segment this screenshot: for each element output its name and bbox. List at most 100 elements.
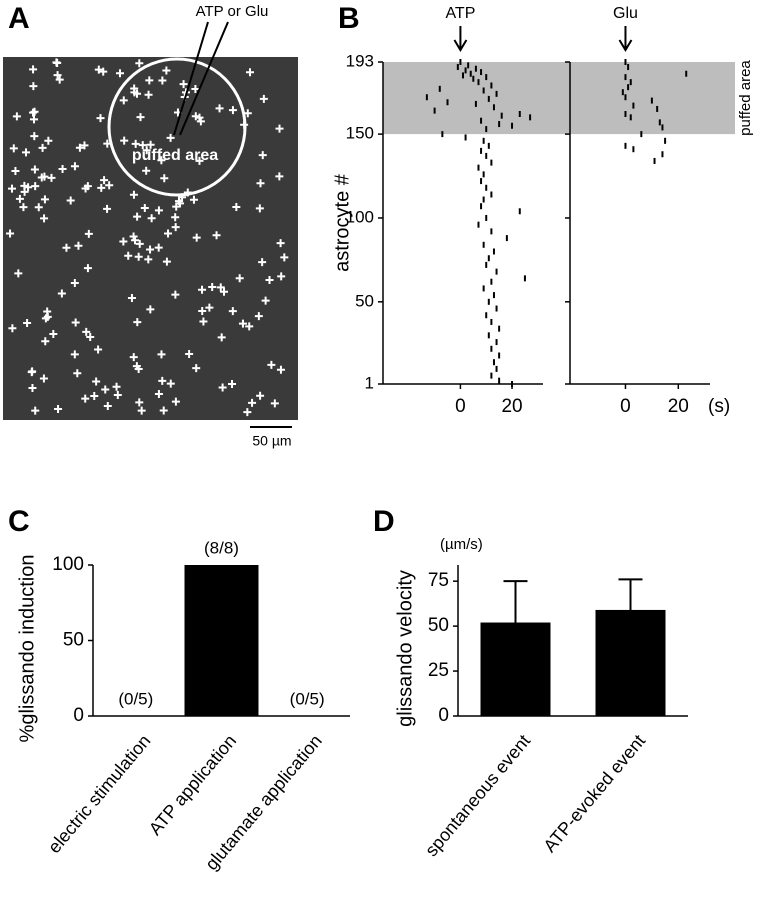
cross: [101, 385, 110, 394]
cross: [154, 389, 163, 398]
cross: [189, 195, 198, 204]
bar: [184, 565, 259, 716]
cross: [129, 190, 138, 199]
cross: [27, 368, 36, 377]
cross: [243, 408, 252, 417]
cross: [92, 377, 101, 386]
cross: [120, 136, 129, 145]
cross: [276, 239, 285, 248]
stimulus-arrow: [453, 26, 468, 52]
y-tick-label: 75: [428, 570, 449, 591]
cross: [133, 318, 142, 327]
cross: [195, 156, 204, 165]
cross: [83, 182, 92, 191]
cross: [133, 212, 142, 221]
y-tick-label: 0: [73, 705, 84, 726]
cross: [54, 404, 63, 413]
cross: [216, 283, 225, 292]
x-tick-label: 0: [620, 396, 631, 417]
cross: [80, 141, 89, 150]
cross: [158, 76, 167, 85]
cross: [124, 251, 133, 260]
cross: [20, 181, 29, 190]
cross: [30, 165, 39, 174]
cross: [158, 376, 167, 385]
cross: [192, 364, 201, 373]
cross: [154, 206, 163, 215]
cross: [275, 172, 284, 181]
cross: [265, 275, 274, 284]
bar: [595, 609, 666, 716]
x-tick-label: 20: [668, 396, 689, 417]
cross: [29, 108, 38, 117]
y-tick-label: 1: [365, 373, 374, 392]
cross: [84, 229, 93, 238]
cross: [53, 59, 62, 68]
cross: [30, 132, 39, 141]
cross: [19, 203, 28, 212]
cross: [31, 182, 40, 191]
cross: [44, 136, 53, 145]
cross: [43, 307, 52, 316]
cross: [220, 287, 229, 296]
cross: [191, 112, 200, 121]
cross: [185, 349, 194, 358]
arrow-label: ATP: [445, 5, 475, 22]
cross: [135, 398, 144, 407]
cross: [132, 362, 141, 371]
cross: [81, 394, 90, 403]
cross: [171, 213, 180, 222]
y-axis-label: astrocyte #: [331, 173, 353, 272]
cross: [198, 306, 207, 315]
cross: [218, 383, 227, 392]
cross: [12, 112, 21, 121]
cross: [9, 144, 18, 153]
cross: [166, 379, 175, 388]
cross: [57, 289, 66, 298]
x-tick-label: 0: [455, 396, 466, 417]
y-tick-label: 50: [63, 630, 84, 651]
value-label: (0/5): [118, 689, 153, 708]
cross: [70, 350, 79, 359]
y-tick-label: 25: [428, 660, 449, 681]
cross: [217, 333, 226, 342]
cross: [58, 165, 67, 174]
cross: [276, 365, 285, 374]
cross: [103, 204, 112, 213]
cross: [129, 353, 138, 362]
cross: [24, 183, 33, 192]
cross: [23, 319, 32, 328]
cross: [7, 184, 16, 193]
cross: [205, 303, 214, 312]
cross: [171, 397, 180, 406]
cross: [136, 113, 145, 122]
cross: [140, 203, 149, 212]
cross: [254, 312, 263, 321]
cross: [90, 392, 99, 400]
area-label: puffed area: [132, 147, 218, 164]
cross: [66, 196, 75, 205]
cross: [256, 179, 265, 188]
x-tick-label: ATP application: [145, 731, 240, 839]
cross: [245, 322, 254, 331]
cross: [164, 229, 173, 238]
cross: [94, 65, 103, 74]
cross: [97, 183, 106, 192]
cross: [38, 143, 47, 152]
micrograph: [3, 57, 298, 420]
cross: [228, 380, 237, 389]
arrow-label: Glu: [613, 5, 638, 22]
cross: [157, 350, 166, 359]
cross: [29, 82, 38, 91]
cross: [11, 167, 20, 176]
cross: [28, 384, 37, 393]
cross: [146, 305, 155, 314]
pipette: [179, 21, 229, 136]
cross: [258, 258, 267, 267]
y-axis-label: %glissando induction: [16, 555, 38, 743]
cross: [70, 162, 79, 171]
cross: [195, 113, 204, 122]
cross: [131, 139, 140, 148]
cross: [171, 290, 180, 299]
cross: [86, 333, 95, 342]
